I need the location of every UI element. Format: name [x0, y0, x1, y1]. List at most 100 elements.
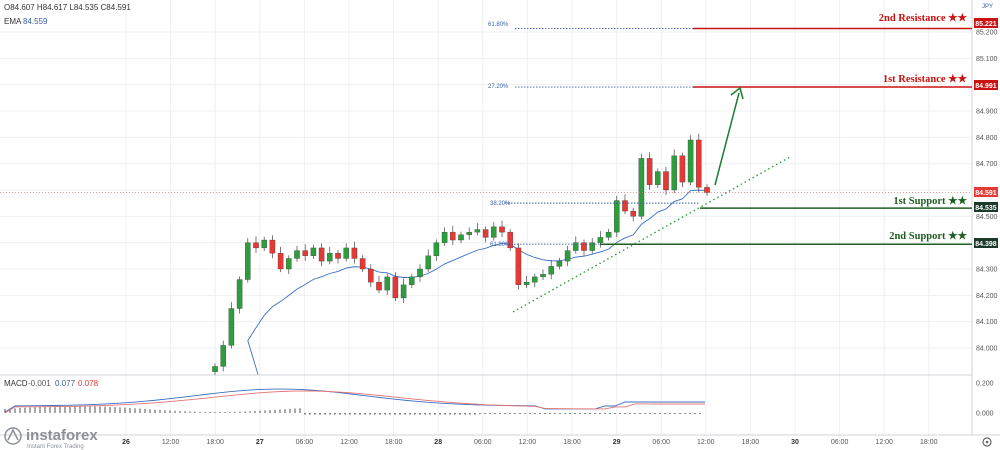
tag-s1: [974, 202, 998, 212]
candle: [532, 273, 538, 288]
candle-body-down: [253, 242, 259, 249]
candle-body-down: [581, 242, 587, 251]
candle-body-up: [548, 266, 554, 275]
candle-body-down: [302, 250, 308, 256]
resistance-2-label: 2nd Resistance ★★: [879, 12, 968, 24]
candle: [359, 255, 366, 273]
price-tick-label: 84.200: [976, 293, 998, 300]
candle: [589, 237, 595, 254]
time-tick-label: 12:00: [519, 439, 537, 446]
candle: [458, 231, 464, 244]
candle: [220, 340, 226, 372]
candle-body-down: [646, 158, 653, 185]
macd-value-1: -0.001: [28, 379, 51, 388]
candle: [466, 227, 472, 240]
candle-body-up: [687, 139, 694, 183]
candle-body-down: [269, 239, 276, 254]
brand-logo-icon: [4, 427, 22, 445]
candle-body-down: [450, 231, 456, 241]
candle: [212, 363, 218, 375]
candle: [343, 243, 349, 262]
candle: [573, 236, 579, 254]
candle: [507, 228, 513, 252]
candle-body-up: [384, 276, 390, 291]
fib-label-s2: 61.80%: [490, 242, 511, 248]
brand-logo: instaforex Instant Forex Trading: [4, 427, 98, 450]
time-tick-label: 29: [613, 439, 621, 446]
candle: [228, 302, 235, 349]
candle: [679, 152, 686, 188]
candle: [523, 275, 530, 288]
candle: [441, 227, 448, 246]
dotted-trendline: [512, 156, 791, 313]
candle-body-down: [515, 247, 522, 285]
macd-tick-label: 0.000: [976, 411, 994, 418]
candle-body-up: [564, 250, 571, 262]
candle-body-down: [277, 253, 284, 270]
resistance-1-label: 1st Resistance ★★: [883, 73, 968, 85]
candle-body-down: [507, 231, 513, 249]
macd-label: MACD: [4, 379, 28, 388]
candle: [327, 246, 333, 265]
candle-body-down: [679, 155, 686, 183]
ema-value: 84.559: [23, 17, 48, 26]
price-tick-label: 84.700: [976, 161, 998, 168]
macd-tick-label: 0.200: [976, 381, 994, 388]
candle-body-down: [622, 200, 628, 212]
candle-body-up: [433, 242, 440, 256]
tag-s2-text: 84.398: [975, 241, 997, 248]
tag-r1-text: 84.991: [975, 83, 997, 90]
time-tick-label: 12:00: [340, 439, 358, 446]
time-tick-label: 18:00: [563, 439, 581, 446]
candle: [384, 273, 390, 296]
tag-current-text: 84.591: [975, 190, 997, 197]
fib-label-s1: 38.20%: [490, 201, 511, 207]
candle: [482, 226, 489, 243]
candle: [310, 244, 317, 259]
candle-body-up: [605, 231, 612, 238]
candle-body-down: [499, 226, 505, 233]
candle-body-up: [286, 258, 292, 270]
tag-r2-text: 85.221: [975, 21, 997, 28]
time-tick-label: 12:00: [697, 439, 715, 446]
candle-body-up: [573, 242, 579, 251]
candle-body-up: [261, 239, 267, 249]
candle: [663, 166, 669, 196]
bullish-arrow-head: [730, 86, 744, 100]
candle: [704, 184, 710, 196]
candle: [302, 244, 308, 261]
candle: [400, 278, 407, 303]
price-tick-label: 84.100: [976, 319, 998, 326]
candle: [540, 269, 546, 281]
candle-body-up: [400, 284, 407, 299]
candle: [245, 237, 251, 283]
candle-body-up: [425, 255, 431, 270]
ema-curve: [247, 189, 708, 375]
support-2-label: 2nd Support ★★: [889, 230, 967, 242]
time-tick-label: 18:00: [206, 439, 224, 446]
ema-label: EMA: [4, 17, 22, 26]
candle: [376, 275, 382, 294]
settings-gear-icon[interactable]: [982, 437, 992, 447]
candle: [392, 272, 399, 302]
candle-body-up: [655, 171, 661, 185]
time-tick-label: 06:00: [831, 439, 849, 446]
candle-body-up: [491, 226, 497, 238]
candle: [433, 239, 440, 261]
candle-body-up: [614, 200, 620, 233]
tag-s2: [974, 238, 998, 248]
candle-body-down: [663, 171, 669, 191]
candle: [335, 250, 341, 264]
candle: [556, 257, 563, 270]
candle-body-down: [359, 258, 366, 270]
candle-body-up: [458, 234, 464, 241]
candle-body-up: [597, 237, 604, 243]
fib-label-r1: 27.20%: [488, 84, 509, 90]
macd-value-2: 0.077: [55, 379, 76, 388]
candle-body-up: [212, 366, 218, 372]
candle-body-up: [671, 155, 677, 191]
candle: [474, 223, 481, 236]
candle: [425, 249, 431, 273]
candle: [630, 207, 636, 222]
